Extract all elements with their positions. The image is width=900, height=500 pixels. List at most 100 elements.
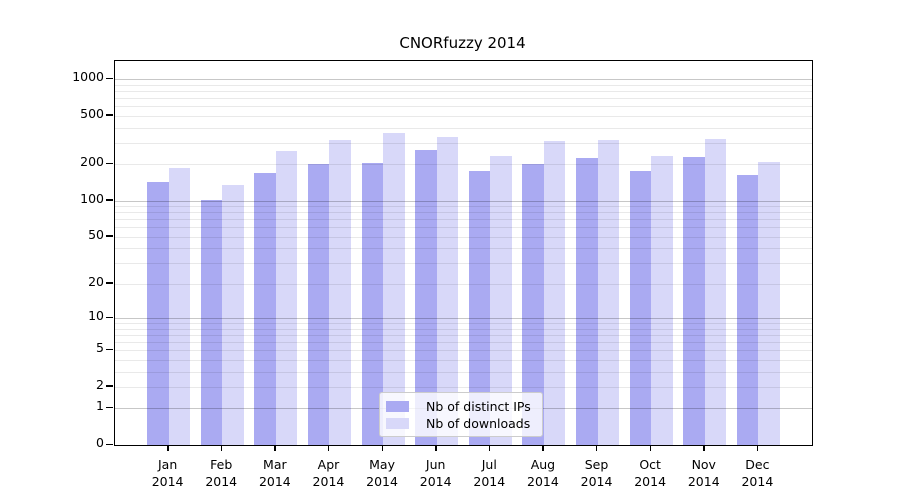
bar-distinct-ips-nov [683,156,705,445]
gridline-400 [115,127,812,129]
bar-downloads-oct [651,156,673,445]
x-tick-dec [756,446,759,451]
gridline-30 [115,263,812,265]
y-tick-label-500: 500 [80,105,104,121]
bar-downloads-dec [758,161,780,445]
bar-distinct-ips-dec [736,175,759,445]
y-tick-200 [106,162,113,165]
x-tick-jan [167,446,169,451]
gridline-7 [115,334,812,336]
y-tick-label-0: 0 [96,435,104,450]
legend: Nb of distinct IPs Nb of downloads [379,392,543,437]
bar-distinct-ips-sep [576,157,598,445]
bar-distinct-ips-apr [307,163,330,445]
bar-distinct-ips-mar [254,172,276,445]
gridline-1000 [115,79,812,81]
x-tick-label-apr: Apr 2014 [312,457,345,489]
chart-title: CNORfuzzy 2014 [399,34,526,52]
x-tick-mar [274,446,276,451]
x-tick-jun [435,446,437,451]
gridline-800 [115,91,812,93]
y-tick-500 [106,114,113,116]
gridline-90 [115,206,812,208]
x-tick-jul [488,446,491,451]
bar-distinct-ips-jun [415,150,437,445]
gridline-8 [115,328,812,330]
legend-item-downloads: Nb of downloads [386,415,534,432]
y-tick-20 [106,282,113,284]
x-tick-apr [327,446,330,451]
y-tick-label-5: 5 [96,340,104,356]
x-tick-label-oct: Oct 2014 [634,457,667,489]
y-tick-10 [106,316,113,318]
x-tick-label-may: May 2014 [366,457,398,489]
bar-distinct-ips-may [361,162,384,445]
bar-distinct-ips-oct [629,170,652,445]
gridline-5 [115,350,812,352]
x-tick-label-jan: Jan 2014 [151,457,184,489]
y-tick-label-1000: 1000 [72,69,104,85]
gridline-200 [115,164,812,166]
bar-downloads-nov [704,139,727,445]
legend-label-downloads: Nb of downloads [426,416,531,431]
y-tick-label-1: 1 [96,398,104,414]
bar-downloads-jun [436,136,459,445]
x-tick-label-dec: Dec 2014 [741,457,774,489]
y-tick-50 [106,235,113,237]
gridline-600 [115,106,812,108]
plot-area [114,60,813,446]
y-tick-label-10: 10 [88,308,104,324]
gridline-4 [115,359,812,361]
bar-distinct-ips-feb [200,199,223,445]
gridline-100 [115,200,812,202]
gridline-700 [115,98,812,100]
x-tick-oct [649,446,652,451]
y-tick-1000 [106,77,113,80]
gridline-40 [115,248,812,250]
legend-label-distinct-ips: Nb of distinct IPs [426,399,531,414]
y-tick-2 [106,385,113,387]
x-tick-label-jun: Jun 2014 [419,457,452,489]
x-tick-label-feb: Feb 2014 [205,457,238,489]
y-tick-0 [106,443,113,445]
gridline-3 [115,371,812,373]
gridline-20 [115,283,812,285]
gridline-50 [115,236,812,238]
legend-swatch-downloads [386,418,409,429]
y-tick-label-200: 200 [80,154,104,170]
y-tick-100 [106,199,113,201]
legend-item-distinct-ips: Nb of distinct IPs [386,398,534,415]
legend-swatch-distinct-ips [386,401,409,412]
bar-downloads-jul [490,155,512,445]
gridline-10 [115,318,812,320]
y-tick-label-20: 20 [88,273,104,289]
gridline-6 [115,341,812,343]
bar-distinct-ips-jul [468,171,491,445]
y-tick-label-50: 50 [88,226,104,242]
gridline-2 [115,386,812,388]
y-tick-label-2: 2 [96,376,104,392]
gridline-80 [115,212,812,214]
y-tick-5 [106,348,113,351]
x-tick-aug [542,446,544,451]
x-tick-nov [703,446,705,451]
x-tick-sep [596,446,598,451]
x-tick-label-sep: Sep 2014 [580,457,613,489]
x-tick-feb [220,446,223,451]
bar-downloads-mar [275,151,298,445]
bar-downloads-jan [168,167,191,445]
bar-downloads-aug [543,140,566,445]
bar-downloads-apr [329,140,351,445]
bar-downloads-feb [222,185,244,445]
x-tick-may [381,446,383,451]
x-tick-label-nov: Nov 2014 [687,457,720,489]
x-tick-label-aug: Aug 2014 [527,457,559,489]
gridline-500 [115,115,812,117]
gridline-300 [115,142,812,144]
bar-distinct-ips-jan [147,182,169,445]
gridline-60 [115,227,812,229]
bar-downloads-may [383,132,405,445]
x-tick-label-mar: Mar 2014 [258,457,291,489]
gridline-9 [115,323,812,325]
